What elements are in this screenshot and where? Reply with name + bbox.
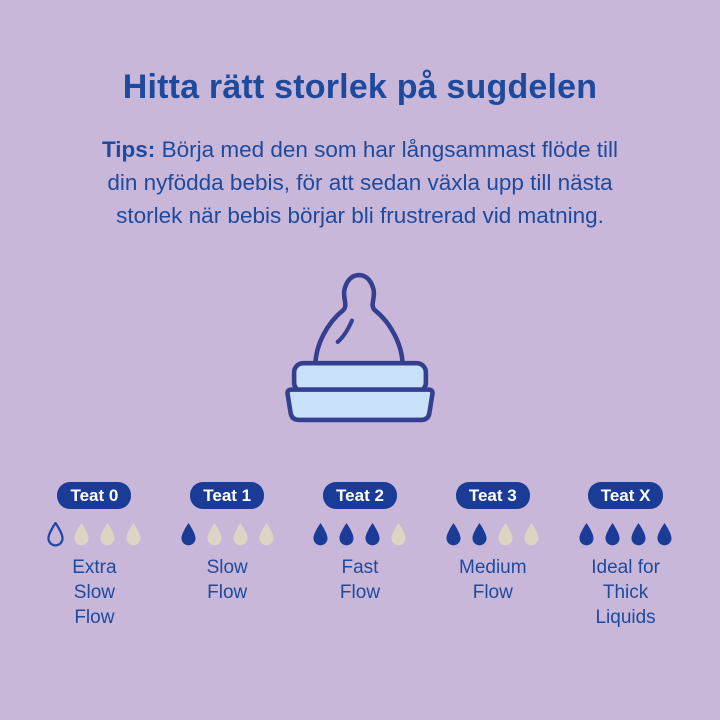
teat-badge: Teat 1 (190, 482, 265, 509)
flow-droplets (46, 522, 143, 547)
teat-badge: Teat 2 (323, 482, 397, 509)
droplet-filled-icon (655, 522, 674, 547)
droplet-filled-icon (337, 522, 356, 547)
teat-flow-label: Extra Slow Flow (72, 557, 117, 628)
droplet-empty-icon (257, 522, 276, 547)
droplet-filled-icon (179, 522, 198, 547)
droplet-empty-icon (205, 522, 224, 547)
teat-outline (313, 272, 405, 368)
droplet-empty-icon (522, 522, 541, 547)
droplet-filled-icon (603, 522, 622, 547)
droplet-empty-icon (389, 522, 408, 547)
flow-droplets (444, 522, 541, 547)
teat-accent-line (335, 318, 354, 344)
page-title: Hitta rätt storlek på sugdelen (122, 68, 598, 106)
droplet-empty-icon (496, 522, 515, 547)
teat-badge: Teat X (587, 482, 664, 509)
teats-row: Teat 0 Extra Slow Flow Teat 1 Slow Flow … (0, 482, 720, 630)
flow-droplets (311, 522, 408, 547)
teat-column: Teat 1 Slow Flow (161, 482, 294, 630)
bottle-teat-illustration (0, 272, 720, 424)
teat-column: Teat X Ideal for Thick Liquids (559, 482, 692, 630)
teat-flow-label: Medium Flow (459, 557, 527, 603)
flow-droplets (577, 522, 674, 547)
droplet-filled-icon (444, 522, 463, 547)
droplet-filled-icon (629, 522, 648, 547)
teat-flow-label: Ideal for Thick Liquids (591, 557, 660, 628)
tips-line: din nyfödda bebis, för att sedan växla u… (107, 170, 613, 195)
droplet-filled-icon (577, 522, 596, 547)
tips-line: storlek när bebis börjar bli frustrerad … (116, 203, 604, 228)
teat-column: Teat 0 Extra Slow Flow (28, 482, 161, 630)
droplet-filled-icon (363, 522, 382, 547)
droplet-outline-icon (46, 522, 65, 547)
teat-base-lower (285, 387, 435, 423)
droplet-filled-icon (470, 522, 489, 547)
droplet-empty-icon (98, 522, 117, 547)
tips-label: Tips: (101, 137, 156, 162)
teat-flow-label: Fast Flow (339, 557, 381, 603)
teat-badge: Teat 0 (57, 482, 132, 509)
teat-badge: Teat 3 (455, 482, 530, 509)
flow-droplets (179, 522, 276, 547)
teat-flow-label: Slow Flow (206, 557, 248, 603)
droplet-empty-icon (72, 522, 91, 547)
tips-line: Börja med den som har långsammast flöde … (161, 137, 619, 162)
droplet-filled-icon (311, 522, 330, 547)
tips-text: Tips: Börja med den som har långsammast … (40, 133, 680, 232)
droplet-empty-icon (124, 522, 143, 547)
teat-column: Teat 3 Medium Flow (426, 482, 559, 630)
teat-column: Teat 2 Fast Flow (294, 482, 427, 630)
droplet-empty-icon (231, 522, 250, 547)
